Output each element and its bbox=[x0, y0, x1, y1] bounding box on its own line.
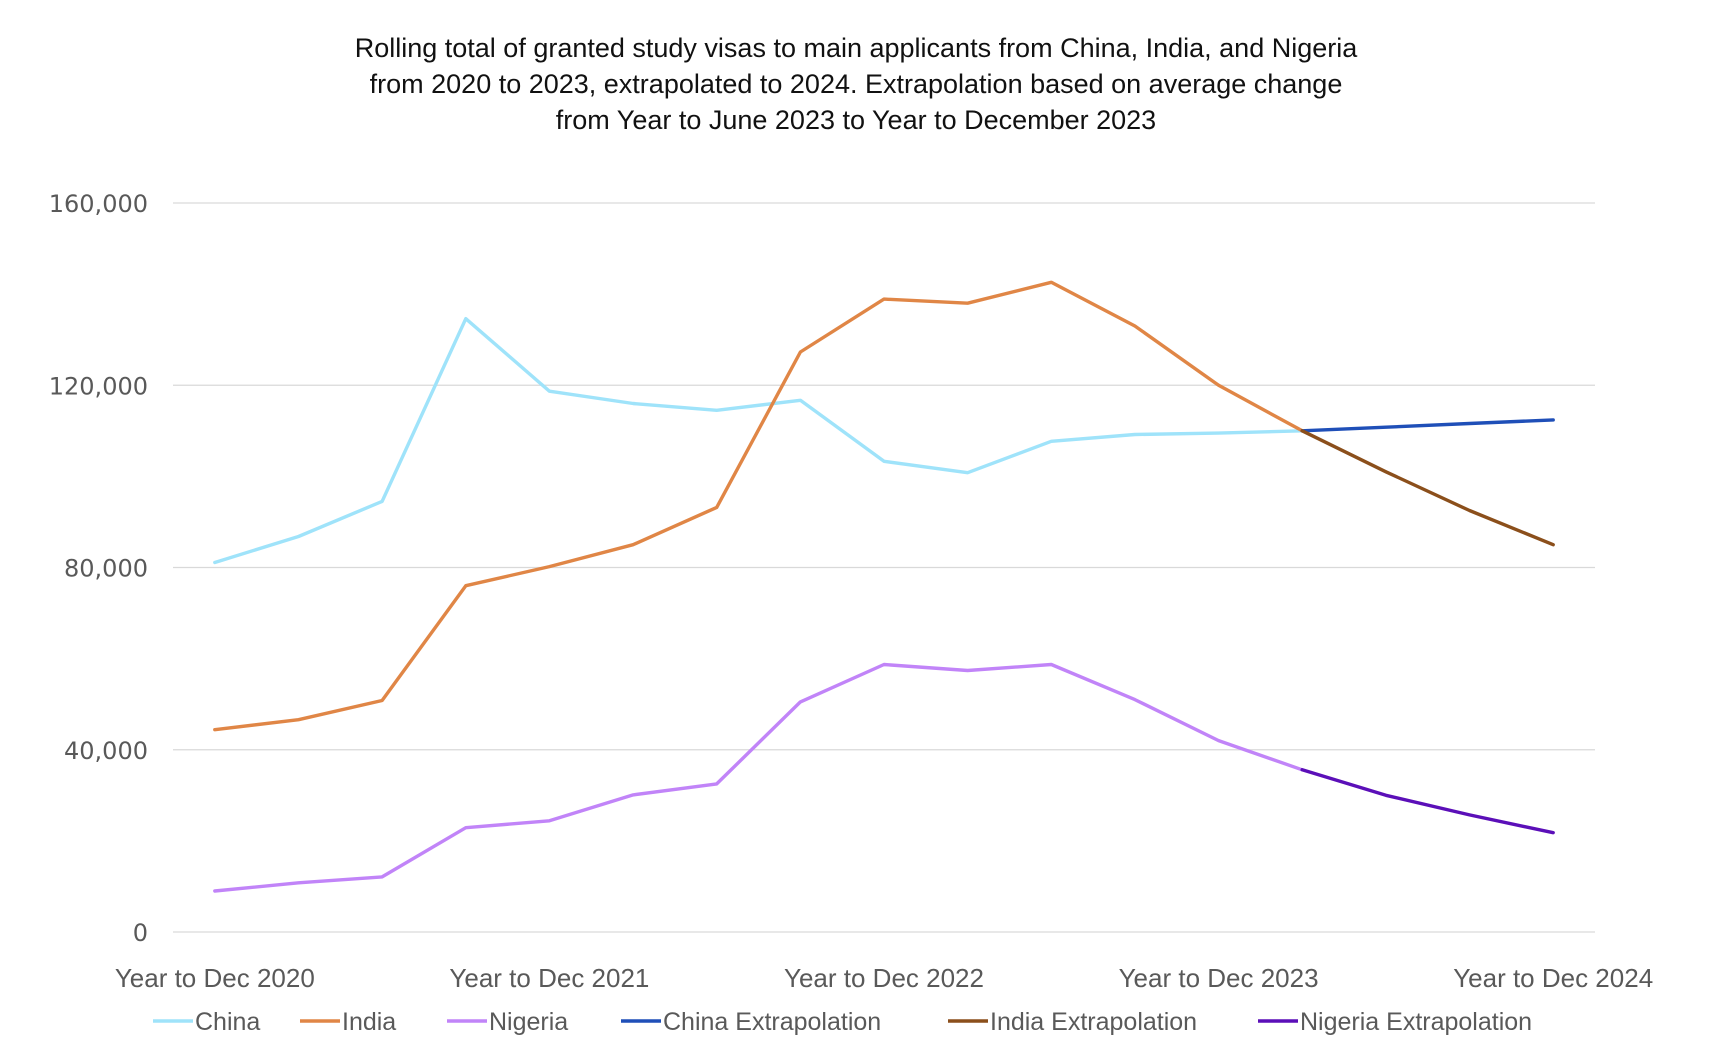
x-axis: Year to Dec 2020 Year to Dec 2021 Year to … bbox=[115, 963, 1653, 993]
chart-title-line: Rolling total of granted study visas to … bbox=[354, 33, 1358, 63]
series-china bbox=[213, 317, 1304, 565]
x-tick-label: Year to Dec 2020 bbox=[115, 963, 315, 993]
legend-label: India Extrapolation bbox=[990, 1008, 1197, 1036]
series-india bbox=[213, 280, 1304, 732]
series-nigeria-extrapolation bbox=[1300, 768, 1555, 835]
chart-title: Rolling total of granted study visas to … bbox=[0, 30, 1712, 138]
y-tick-label: 120,000 bbox=[49, 372, 148, 400]
series-lines bbox=[213, 280, 1555, 893]
y-axis: 0 40,000 80,000 120,000 160,000 bbox=[49, 190, 148, 947]
legend-label: Nigeria Extrapolation bbox=[1300, 1008, 1532, 1036]
legend-label: India bbox=[342, 1008, 396, 1036]
series-line bbox=[213, 317, 1304, 565]
series-line bbox=[213, 280, 1304, 732]
legend-item: China Extrapolation bbox=[621, 1008, 881, 1036]
gridlines bbox=[173, 202, 1595, 933]
legend-label: Nigeria bbox=[489, 1008, 568, 1036]
legend-item: China bbox=[153, 1008, 260, 1036]
legend-item: India Extrapolation bbox=[948, 1008, 1197, 1036]
series-nigeria bbox=[213, 662, 1304, 893]
series-line bbox=[1300, 418, 1555, 433]
y-tick-label: 80,000 bbox=[64, 555, 148, 583]
series-india-extrapolation bbox=[1300, 429, 1555, 547]
chart-title-line: from 2020 to 2023, extrapolated to 2024.… bbox=[369, 69, 1343, 99]
series-line bbox=[1300, 768, 1555, 835]
x-tick-label: Year to Dec 2024 bbox=[1453, 963, 1653, 993]
legend-item: India bbox=[300, 1008, 396, 1036]
legend-item: Nigeria Extrapolation bbox=[1258, 1008, 1532, 1036]
y-tick-label: 40,000 bbox=[64, 737, 148, 765]
legend-label: China Extrapolation bbox=[663, 1008, 881, 1036]
legend-item: Nigeria bbox=[447, 1008, 568, 1036]
chart-title-line: from Year to June 2023 to Year to Decemb… bbox=[555, 105, 1157, 135]
x-tick-label: Year to Dec 2021 bbox=[449, 963, 649, 993]
x-tick-label: Year to Dec 2022 bbox=[784, 963, 984, 993]
legend-label: China bbox=[195, 1008, 260, 1036]
series-china-extrapolation bbox=[1300, 418, 1555, 433]
legend: China India Nigeria China Extrapolation Indi… bbox=[153, 1008, 1532, 1036]
x-tick-label: Year to Dec 2023 bbox=[1119, 963, 1319, 993]
series-line bbox=[1300, 429, 1555, 547]
series-line bbox=[213, 662, 1304, 893]
y-tick-label: 160,000 bbox=[49, 190, 148, 218]
y-tick-label: 0 bbox=[133, 919, 148, 947]
